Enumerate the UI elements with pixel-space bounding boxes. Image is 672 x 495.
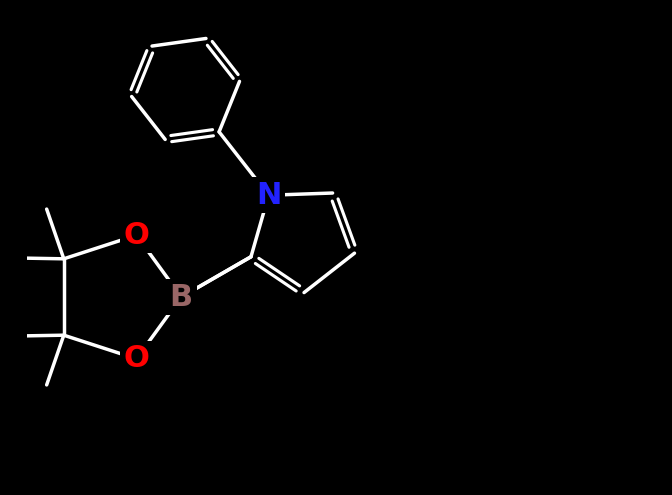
Text: O: O bbox=[124, 345, 149, 373]
Text: N: N bbox=[256, 181, 282, 210]
Text: B: B bbox=[170, 283, 193, 311]
Text: O: O bbox=[124, 221, 149, 249]
